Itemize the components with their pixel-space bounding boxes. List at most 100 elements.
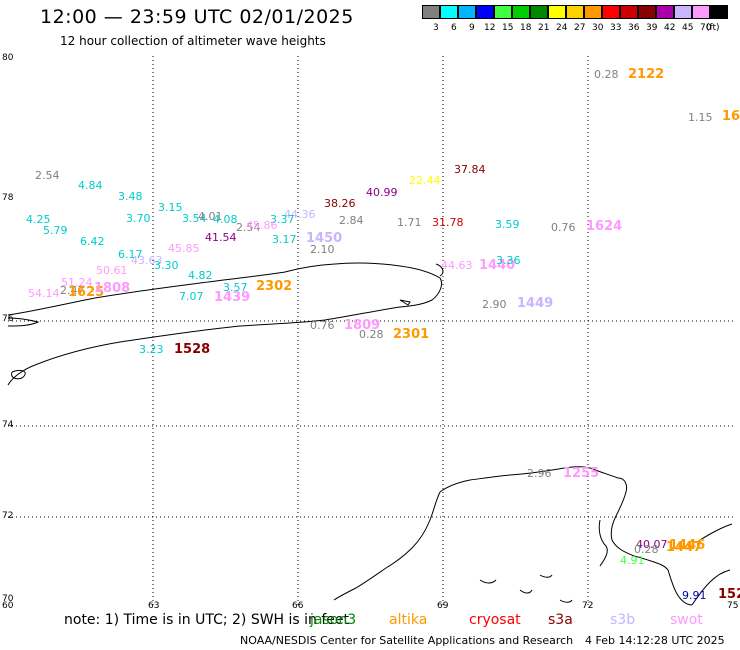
latitude-label: 78	[2, 193, 14, 203]
wave-height-label: 6.42	[80, 235, 105, 248]
pass-time-label: 1450	[306, 231, 343, 246]
pass-time-label: 16	[722, 109, 740, 124]
wave-height-label: 3.17	[272, 233, 297, 246]
footer-note: note: 1) Time is in UTC; 2) SWH is in fe…	[64, 612, 350, 628]
satellite-swot: swot	[670, 612, 703, 628]
satellite-altika: altika	[389, 612, 428, 628]
wave-height-label: 2.54	[35, 169, 60, 182]
longitude-label: 72	[582, 601, 594, 611]
wave-height-label: 2.90	[482, 298, 507, 311]
longitude-label: 66	[292, 601, 304, 611]
legend-label: 12	[484, 23, 496, 33]
wave-height-label: 0.28	[634, 543, 659, 556]
legend-label: 9	[469, 23, 475, 33]
legend-label: 24	[556, 23, 568, 33]
pass-time-label: 1809	[344, 318, 381, 333]
wave-height-label: 1.71	[397, 216, 422, 229]
wave-height-label: 3.30	[154, 259, 179, 272]
wave-height-label: 4.91	[620, 554, 645, 567]
wave-height-label: 51.24	[61, 276, 93, 289]
credit-line: NOAA/NESDIS Center for Satellite Applica…	[240, 634, 574, 647]
wave-height-label: 9.91	[682, 589, 707, 602]
legend-swatch	[440, 5, 458, 19]
legend-swatch	[620, 5, 638, 19]
legend-swatch	[512, 5, 530, 19]
legend-label: 18	[520, 23, 532, 33]
legend-swatch	[584, 5, 602, 19]
longitude-label: 75	[727, 601, 739, 611]
latitude-label: 70	[2, 594, 14, 604]
wave-height-label: 38.26	[324, 197, 356, 210]
wave-height-label: 3.70	[126, 212, 151, 225]
legend-swatch	[458, 5, 476, 19]
wave-height-label: 2.54	[236, 221, 261, 234]
wave-height-label: 3.15	[158, 201, 183, 214]
wave-height-label: 2.47	[60, 284, 85, 297]
pass-time-label: 1449	[517, 296, 554, 311]
pass-time-label: 2301	[393, 327, 430, 342]
legend-swatch	[494, 5, 512, 19]
wave-height-label: 45.85	[168, 242, 200, 255]
legend-swatch	[656, 5, 674, 19]
wave-height-label: 4.08	[213, 213, 238, 226]
wave-height-label: 40.99	[366, 186, 398, 199]
satellite-s3b: s3b	[610, 612, 636, 628]
wave-height-label: 3.36	[496, 254, 521, 267]
pass-time-label: 1808	[94, 281, 131, 296]
wave-height-label: 37.84	[454, 163, 486, 176]
wave-height-label: 3.59	[495, 218, 520, 231]
satellite-s3a: s3a	[548, 612, 573, 628]
wave-height-label: 4.84	[78, 179, 103, 192]
latitude-label: 74	[2, 420, 14, 430]
longitude-label: 69	[437, 601, 449, 611]
pass-time-label: 1528	[174, 342, 211, 357]
pass-time-label: 152	[718, 587, 740, 602]
legend-label: 33	[610, 23, 622, 33]
pass-time-label: 1440	[479, 258, 516, 273]
pass-time-label: 1446	[669, 538, 706, 553]
legend-swatch	[548, 5, 566, 19]
wave-height-label: 4.82	[188, 269, 213, 282]
generation-timestamp: 4 Feb 14:12:28 UTC 2025	[585, 634, 725, 647]
wave-height-label: 5.79	[43, 224, 68, 237]
legend-swatch	[530, 5, 548, 19]
wave-height-label: 2.10	[310, 243, 335, 256]
wave-height-label: 44.63	[441, 259, 473, 272]
pass-time-label: 2302	[256, 279, 293, 294]
page-title: 12:00 — 23:59 UTC 02/01/2025	[40, 6, 354, 28]
latitude-label: 72	[2, 511, 14, 521]
satellite-cryosat: cryosat	[469, 612, 521, 628]
pass-time-label: 1439	[214, 290, 251, 305]
pass-time-label: 1255	[563, 466, 600, 481]
legend-swatch	[566, 5, 584, 19]
legend-swatch	[674, 5, 692, 19]
legend-swatch	[710, 5, 728, 19]
wave-height-label: 22.44	[409, 174, 441, 187]
wave-height-label: 7.07	[179, 290, 204, 303]
legend-swatch	[476, 5, 494, 19]
legend-label: 21	[538, 23, 550, 33]
wave-height-label: 31.78	[432, 216, 464, 229]
wave-height-label: 54.14	[28, 287, 60, 300]
legend-label: 39	[646, 23, 658, 33]
legend-swatch	[422, 5, 440, 19]
satellite-jason3: jason3	[310, 612, 357, 628]
wave-height-label: 0.76	[310, 319, 335, 332]
legend-swatch	[692, 5, 710, 19]
wave-height-label: 50.61	[96, 264, 128, 277]
wave-height-label: 3.48	[118, 190, 143, 203]
legend-swatch	[602, 5, 620, 19]
wave-height-label: 3.57	[223, 281, 248, 294]
legend-unit: (ft)	[706, 23, 720, 33]
longitude-label: 63	[148, 601, 160, 611]
legend-label: 36	[628, 23, 640, 33]
wave-height-label: 3.54	[182, 212, 207, 225]
page-subtitle: 12 hour collection of altimeter wave hei…	[60, 34, 326, 48]
wave-height-legend: 3 6 9 12 15 18 21 24 27 30 33 36 39 42 45 70 (ft)	[422, 5, 736, 41]
legend-label: 30	[592, 23, 604, 33]
latitude-label: 80	[2, 53, 14, 63]
wave-height-label: 0.76	[551, 221, 576, 234]
legend-swatch	[638, 5, 656, 19]
legend-label: 45	[682, 23, 694, 33]
